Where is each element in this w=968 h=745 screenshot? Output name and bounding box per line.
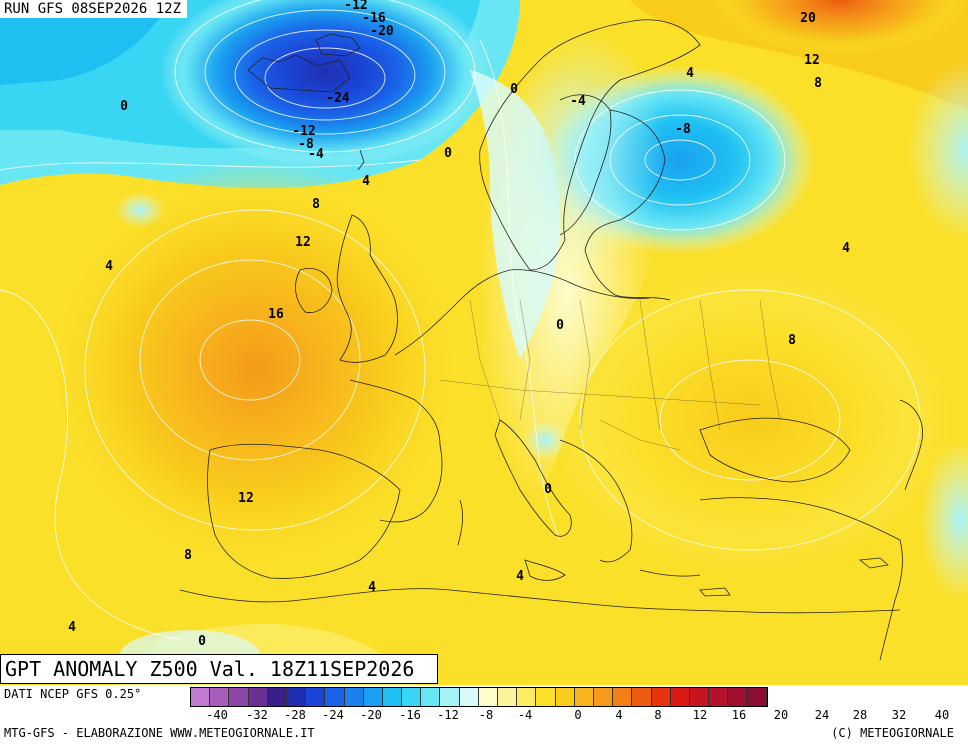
contour-label: -16	[362, 11, 386, 26]
contour-label: 12	[238, 491, 254, 506]
contour-label: -20	[370, 24, 394, 39]
contour-label: 8	[788, 333, 796, 348]
colorbar-swatch	[402, 688, 422, 706]
colorbar-tick-label: 20	[773, 708, 789, 722]
colorbar-tick-label: -32	[246, 708, 268, 722]
colorbar-swatch	[286, 688, 307, 706]
colorbar-swatch	[382, 688, 403, 706]
contour-label: 12	[804, 53, 820, 68]
colorbar-tick-label: -8	[478, 708, 494, 722]
colorbar-swatch	[363, 688, 383, 706]
colorbar-swatch	[670, 688, 690, 706]
colorbar-tick-label: 16	[731, 708, 747, 722]
colorbar-swatch	[747, 688, 767, 706]
contour-label: -4	[570, 94, 586, 109]
colorbar-swatch	[651, 688, 671, 706]
colorbar-tick-label: 32	[891, 708, 907, 722]
contour-label: 16	[268, 307, 284, 322]
contour-label: -12	[292, 124, 315, 139]
colorbar-swatch	[728, 688, 748, 706]
colorbar-swatch	[459, 688, 479, 706]
colorbar-tick-label: 24	[814, 708, 830, 722]
contour-label: 4	[516, 569, 524, 584]
contour-labels: -12-16-20-24-12-8-4000-4-820128448124164…	[68, 0, 850, 649]
colorbar-ticks: -40 -32 -28 -24 -20 -16 -12 -8 -4 0 4 8 12 16 20 24 28 32…	[190, 708, 966, 724]
contour-label: 8	[184, 548, 192, 563]
contour-label: 0	[544, 482, 552, 497]
run-label: RUN GFS 08SEP2026 12Z	[0, 0, 188, 18]
colorbar	[190, 687, 768, 707]
colorbar-tick-label: 0	[574, 708, 582, 722]
data-source-label: DATI NCEP GFS 0.25°	[4, 687, 142, 701]
colorbar-swatch	[191, 688, 211, 706]
colorbar-swatch	[613, 688, 633, 706]
colorbar-tick-label: -24	[322, 708, 344, 722]
contour-label: -4	[308, 147, 324, 162]
contour-label: 0	[120, 99, 128, 114]
contour-label: 4	[686, 66, 694, 81]
contour-label: 20	[800, 11, 816, 26]
contour-label: 0	[444, 146, 452, 161]
contour-label: 0	[510, 82, 518, 97]
credit-copyright: (C) METEOGIORNALE	[831, 726, 954, 740]
colorbar-tick-label: -4	[517, 708, 533, 722]
credit-elaborazione: MTG-GFS - ELABORAZIONE WWW.METEOGIORNALE…	[4, 726, 315, 740]
colorbar-swatch	[306, 688, 326, 706]
colorbar-swatch	[478, 688, 498, 706]
contour-label: 4	[105, 259, 113, 274]
colorbar-tick-label: 12	[692, 708, 708, 722]
coastlines	[179, 19, 923, 661]
colorbar-swatch	[574, 688, 594, 706]
contour-label: 0	[556, 318, 564, 333]
contour-lines	[0, 0, 921, 641]
colorbar-swatch	[709, 688, 729, 706]
colorbar-swatch	[421, 688, 441, 706]
colorbar-swatch	[440, 688, 460, 706]
colorbar-swatch	[344, 688, 364, 706]
colorbar-swatch	[593, 688, 614, 706]
colorbar-swatch	[632, 688, 652, 706]
contour-label: 4	[68, 620, 76, 635]
colorbar-swatch	[498, 688, 518, 706]
contour-label: -12	[344, 0, 367, 13]
contour-label: 12	[295, 235, 311, 250]
contour-label: -8	[298, 137, 314, 152]
contour-label: 0	[198, 634, 206, 649]
colorbar-swatch	[689, 688, 710, 706]
colorbar-swatch	[325, 688, 345, 706]
colorbar-tick-label: 8	[654, 708, 662, 722]
colorbar-swatch	[229, 688, 249, 706]
colorbar-swatch	[248, 688, 268, 706]
contour-label: 4	[842, 241, 850, 256]
colorbar-tick-label: 28	[852, 708, 868, 722]
colorbar-tick-label: 40	[934, 708, 950, 722]
colorbar-tick-label: -12	[437, 708, 459, 722]
colorbar-swatch	[210, 688, 230, 706]
map-title: GPT ANOMALY Z500 Val. 18Z11SEP2026	[0, 654, 438, 684]
colorbar-swatch	[517, 688, 537, 706]
colorbar-tick-label: -28	[284, 708, 306, 722]
footer: DATI NCEP GFS 0.25° -40 -32 -28 -24 -20 -16 -1…	[0, 685, 968, 745]
contour-label: 4	[368, 580, 376, 595]
contour-label: 8	[814, 76, 822, 91]
colorbar-tick-label: -40	[206, 708, 228, 722]
colorbar-tick-label: 4	[615, 708, 623, 722]
contour-label: -24	[326, 91, 350, 106]
contour-label: -8	[675, 122, 691, 137]
contour-label: 8	[312, 197, 320, 212]
colorbar-swatch	[536, 688, 556, 706]
contour-label: 4	[362, 174, 370, 189]
anomaly-map: -12-16-20-24-12-8-4000-4-820128448124164…	[0, 0, 968, 685]
colorbar-swatch	[555, 688, 575, 706]
colorbar-swatch	[267, 688, 287, 706]
colorbar-tick-label: -16	[399, 708, 421, 722]
colorbar-tick-label: -20	[360, 708, 382, 722]
